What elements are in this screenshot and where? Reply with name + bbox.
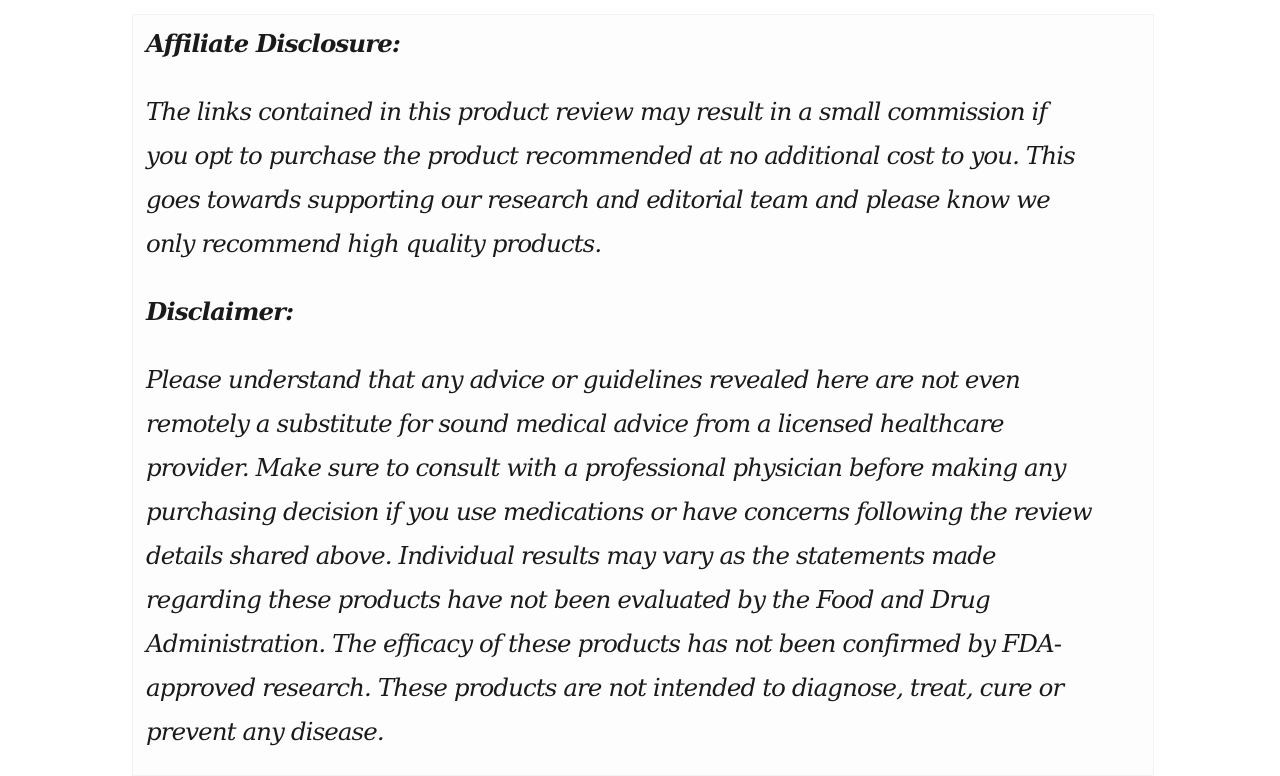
- text-line: prevent any disease.: [146, 717, 385, 746]
- text-line: regarding these products have not been e…: [146, 585, 991, 614]
- text-line: remotely a substitute for sound medical …: [146, 409, 1005, 438]
- content-panel: [132, 14, 1154, 776]
- affiliate-heading: Affiliate Disclosure:: [146, 29, 401, 58]
- text-line: details shared above. Individual results…: [146, 541, 997, 570]
- text-line: Administration. The efficacy of these pr…: [146, 629, 1062, 658]
- disclaimer-heading: Disclaimer:: [146, 297, 294, 326]
- text-line: The links contained in this product revi…: [146, 97, 1048, 126]
- text-line: provider. Make sure to consult with a pr…: [146, 453, 1066, 482]
- text-line: purchasing decision if you use medicatio…: [146, 497, 1093, 526]
- disclosure-content: Affiliate Disclosure: The links containe…: [146, 22, 1156, 754]
- text-line: approved research. These products are no…: [146, 673, 1064, 702]
- text-line: goes towards supporting our research and…: [146, 185, 1051, 214]
- affiliate-text: The links contained in this product revi…: [146, 90, 1156, 266]
- text-line: only recommend high quality products.: [146, 229, 602, 258]
- disclaimer-text: Please understand that any advice or gui…: [146, 358, 1156, 754]
- text-line: you opt to purchase the product recommen…: [146, 141, 1076, 170]
- text-line: Please understand that any advice or gui…: [146, 365, 1021, 394]
